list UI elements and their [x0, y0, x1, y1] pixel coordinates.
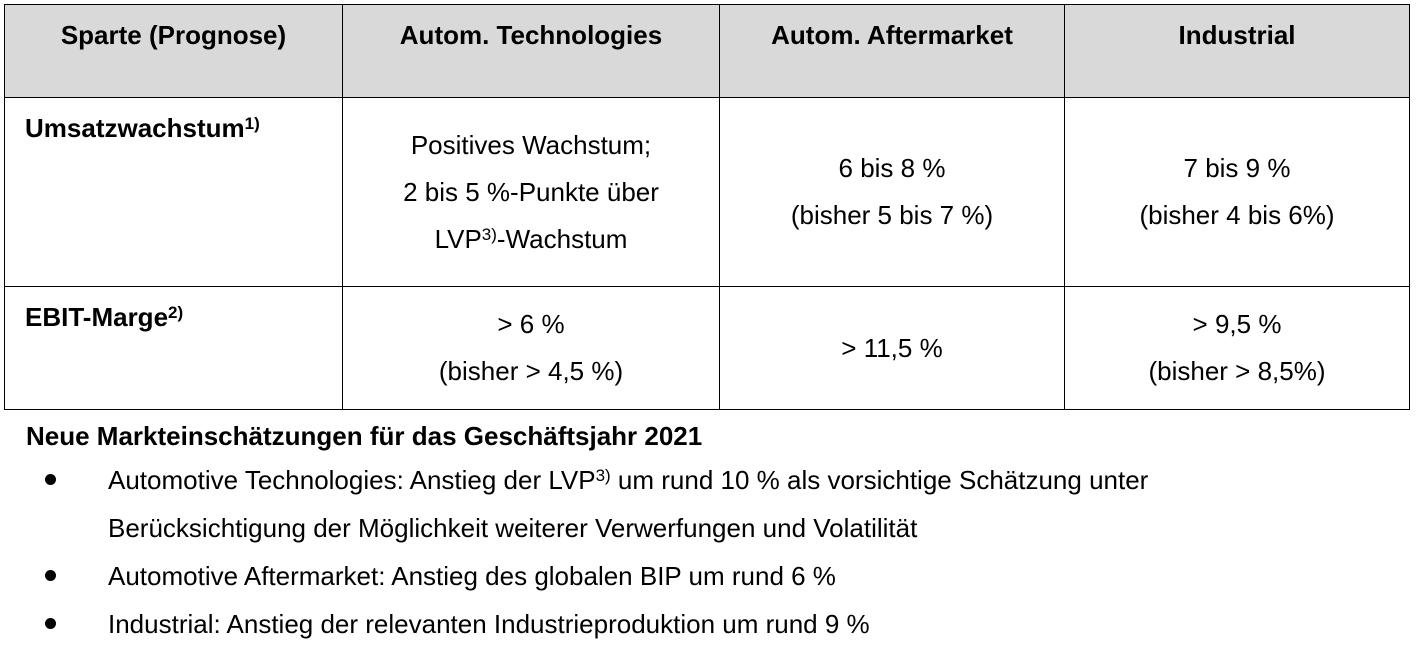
notes-title: Neue Markteinschätzungen für das Geschäf… — [26, 421, 703, 451]
header-autom-aftermarket: Autom. Aftermarket — [719, 4, 1065, 98]
cell-line: LVP3)-Wachstum — [343, 216, 719, 263]
footnote-marker: 2) — [168, 303, 184, 323]
forecast-table: Sparte (Prognose) Autom. Technologies Au… — [4, 4, 1410, 410]
bullet-text: Industrial: Anstieg der relevanten Indus… — [108, 609, 870, 639]
cell-line: (bisher > 8,5%) — [1148, 356, 1326, 386]
cell-line: > 6 % — [497, 309, 565, 339]
cell-line: 2 bis 5 %-Punkte über — [403, 176, 659, 207]
header-autom-technologies: Autom. Technologies — [342, 4, 720, 98]
cell-text: -Wachstum — [496, 223, 628, 254]
cell-line: > 9,5 % — [1192, 309, 1282, 339]
header-sparte: Sparte (Prognose) — [4, 4, 343, 98]
footnote-marker: 3) — [481, 224, 497, 244]
bullet-text: um rund 10 % als vorsichtige Schätzung u… — [610, 465, 1149, 495]
cell-line: 6 bis 8 % — [838, 153, 946, 183]
list-item: Automotive Aftermarket: Anstieg des glob… — [26, 552, 1406, 600]
cell-umsatz-industrial: 7 bis 9 % (bisher 4 bis 6%) — [1064, 97, 1410, 287]
cell-line: (bisher 5 bis 7 %) — [790, 200, 994, 230]
row-label-text: Umsatzwachstum — [25, 113, 245, 143]
cell-line: > 11,5 % — [841, 332, 943, 363]
market-notes: Neue Markteinschätzungen für das Geschäf… — [26, 416, 1406, 648]
row-label-text: EBIT-Marge — [25, 302, 169, 332]
row-label-umsatzwachstum: Umsatzwachstum1) — [4, 97, 343, 287]
footnote-marker: 1) — [244, 114, 260, 134]
bullet-text: Berücksichtigung der Möglichkeit weitere… — [108, 513, 918, 543]
list-item: Automotive Technologies: Anstieg der LVP… — [26, 456, 1406, 552]
footnote-marker: 3) — [595, 466, 611, 486]
table-row-ebit-marge: EBIT-Marge2) > 6 % (bisher > 4,5 %) > 11… — [4, 286, 1410, 410]
cell-ebit-technologies: > 6 % (bisher > 4,5 %) — [342, 286, 720, 410]
bullet-icon — [45, 474, 56, 485]
cell-line: 7 bis 9 % — [1183, 153, 1291, 183]
cell-line: (bisher > 4,5 %) — [438, 356, 624, 386]
bullet-text: Automotive Aftermarket: Anstieg des glob… — [108, 561, 836, 591]
cell-umsatz-aftermarket: 6 bis 8 % (bisher 5 bis 7 %) — [719, 97, 1065, 287]
table-header-row: Sparte (Prognose) Autom. Technologies Au… — [4, 4, 1410, 98]
cell-umsatz-technologies: Positives Wachstum; 2 bis 5 %-Punkte übe… — [342, 97, 720, 287]
table-row-umsatzwachstum: Umsatzwachstum1) Positives Wachstum; 2 b… — [4, 97, 1410, 287]
notes-bullet-list: Automotive Technologies: Anstieg der LVP… — [26, 456, 1406, 648]
bullet-icon — [45, 618, 56, 629]
cell-line: (bisher 4 bis 6%) — [1139, 200, 1335, 230]
row-label-ebit-marge: EBIT-Marge2) — [4, 286, 343, 410]
list-item: Industrial: Anstieg der relevanten Indus… — [26, 600, 1406, 648]
cell-text: LVP — [434, 223, 482, 254]
cell-line: Positives Wachstum; — [410, 129, 652, 160]
bullet-icon — [45, 570, 56, 581]
bullet-text: Automotive Technologies: Anstieg der LVP — [108, 465, 596, 495]
cell-ebit-aftermarket: > 11,5 % — [719, 286, 1065, 410]
cell-ebit-industrial: > 9,5 % (bisher > 8,5%) — [1064, 286, 1410, 410]
header-industrial: Industrial — [1064, 4, 1410, 98]
